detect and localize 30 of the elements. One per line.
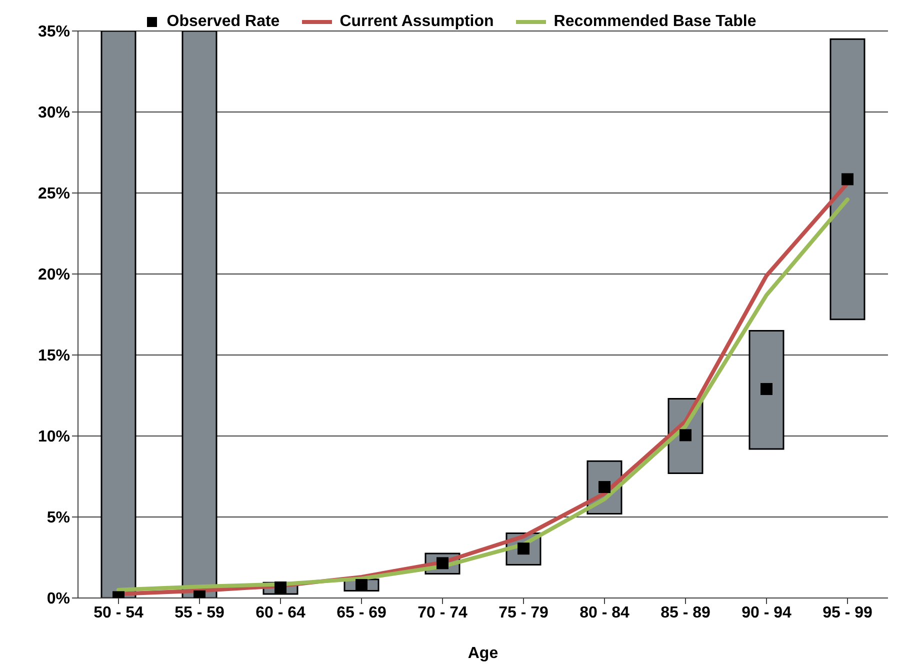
legend-label: Observed Rate [166, 13, 280, 31]
x-tick-label: 70 - 74 [418, 604, 468, 622]
legend-label: Recommended Base Table [554, 13, 756, 31]
point [760, 383, 772, 396]
y-tick-label: 35% [38, 24, 70, 41]
y-tick-label: 10% [38, 428, 70, 446]
point [680, 429, 692, 442]
x-tick-label: 55 - 59 [174, 604, 225, 622]
y-tick-label: 0% [46, 590, 70, 608]
y-tick-label: 15% [38, 348, 70, 365]
x-tick-label: 90 - 94 [742, 604, 792, 622]
x-tick-label: 95 - 99 [822, 604, 873, 622]
x-tick-label: 50 - 54 [94, 604, 144, 622]
legend-label: Current Assumption [340, 13, 494, 31]
x-tick-label: 85 - 89 [660, 604, 711, 622]
bar [830, 38, 866, 320]
bar [100, 31, 136, 598]
x-tick-label: 75 - 79 [498, 604, 549, 622]
bar [748, 330, 784, 450]
x-tick-label: 65 - 69 [336, 604, 387, 622]
y-tick-label: 20% [38, 266, 70, 284]
x-axis-title: Age [468, 645, 498, 662]
point [598, 481, 610, 494]
x-tick-label: 60 - 64 [256, 604, 306, 622]
y-tick-label: 30% [38, 104, 70, 122]
bar [182, 31, 218, 598]
y-tick-label: 5% [46, 510, 70, 527]
y-tick-label: 25% [38, 186, 70, 203]
x-tick-label: 80 - 84 [580, 604, 630, 622]
point [842, 173, 854, 186]
